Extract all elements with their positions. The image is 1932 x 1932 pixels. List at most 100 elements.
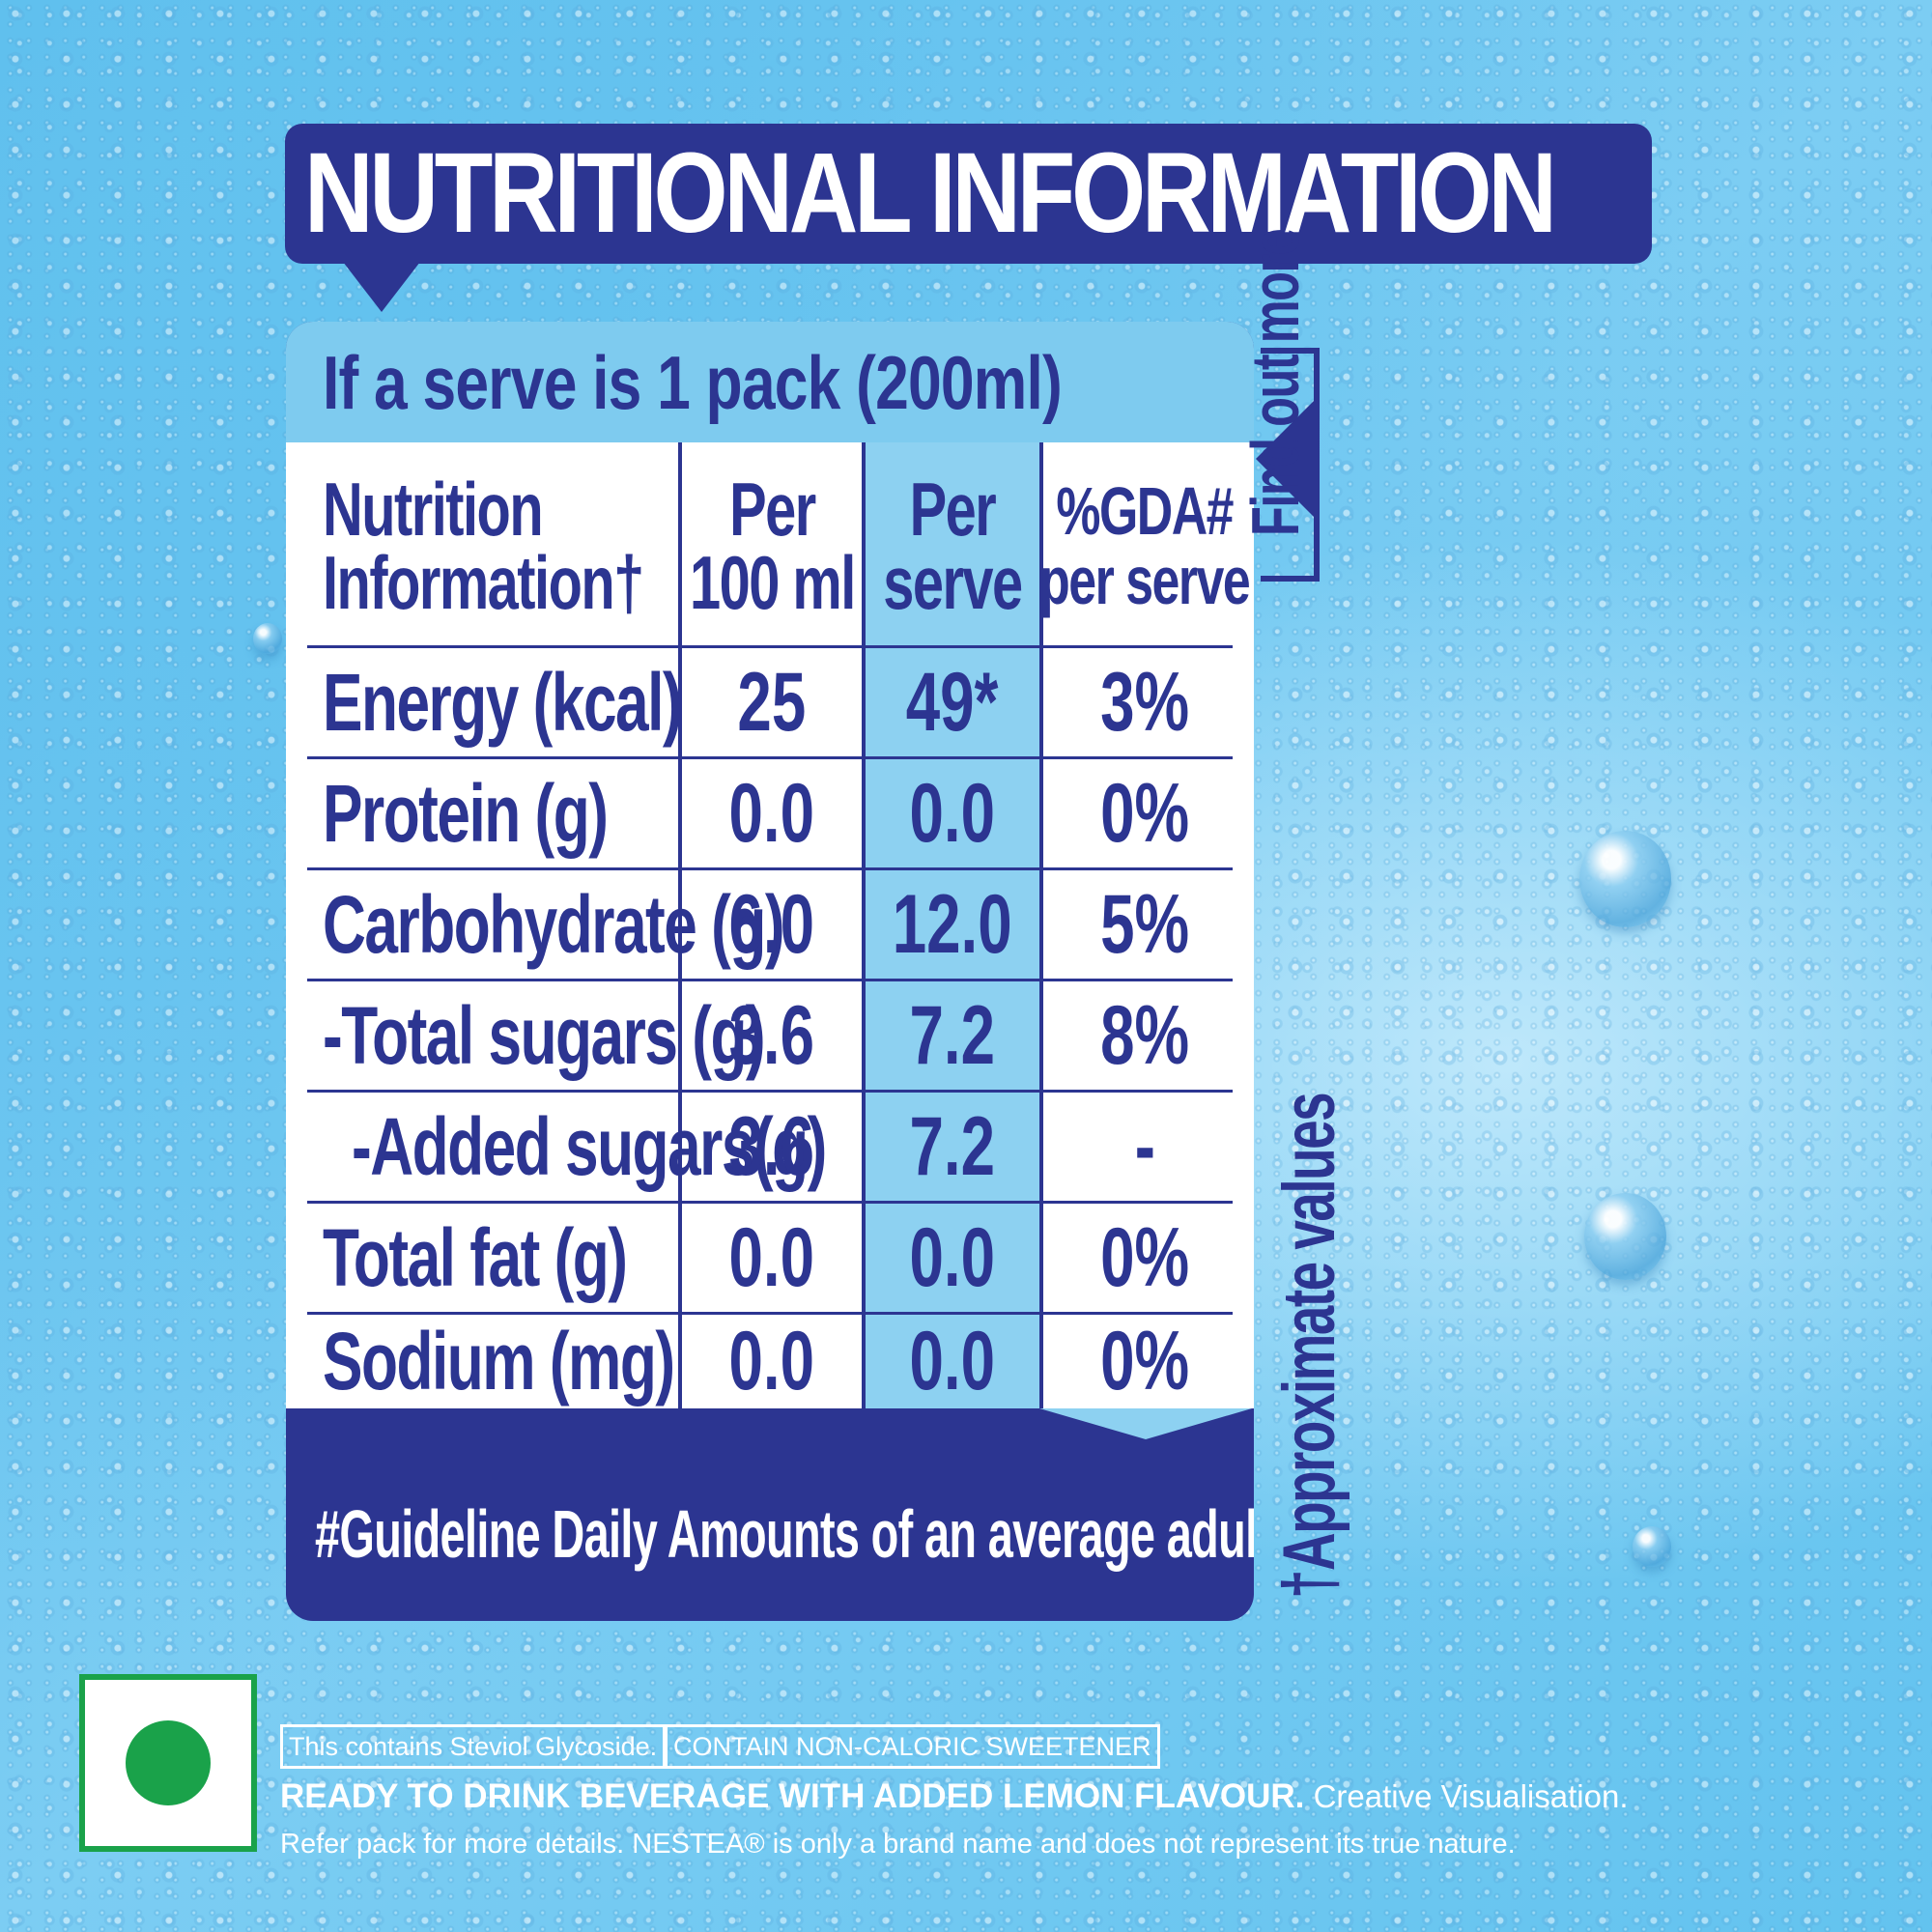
value-gda: 3%	[1043, 648, 1246, 756]
row-divider	[307, 1090, 1233, 1093]
value-text: 0%	[1100, 1315, 1189, 1407]
nutrient-name-text: Energy (kcal)	[323, 656, 683, 748]
veg-dot	[126, 1720, 211, 1805]
value-text: 7.2	[909, 1099, 996, 1193]
column-divider	[678, 442, 682, 1408]
find-out-more-label: Find out more	[1237, 229, 1313, 536]
value-per-100ml: 0.0	[682, 1204, 862, 1312]
left-arrow-icon	[1256, 401, 1314, 517]
value-per-100ml: 3.6	[682, 1093, 862, 1201]
nutrient-name-text: Sodium (mg)	[323, 1316, 675, 1406]
value-gda: -	[1043, 1093, 1246, 1201]
header-per-serve-line2: serve	[883, 540, 1023, 625]
value-gda: 8%	[1043, 981, 1246, 1090]
row-divider	[307, 1201, 1233, 1204]
nutrient-name-text: -Total sugars (g)	[323, 989, 766, 1081]
value-text: 12.0	[893, 877, 1012, 971]
value-text: 0%	[1100, 1210, 1189, 1304]
value-per-serve: 12.0	[866, 870, 1039, 979]
nutrition-table: Nutrition Information† Per 100 ml Per se…	[286, 442, 1254, 1408]
title-pointer	[343, 262, 420, 312]
nutrient-name: Sodium (mg)	[323, 1315, 680, 1408]
value-gda: 0%	[1043, 1204, 1246, 1312]
value-text: 5%	[1100, 877, 1189, 971]
value-per-100ml: 0.0	[682, 759, 862, 867]
value-text: 3%	[1100, 655, 1189, 749]
value-text: 3.6	[728, 1099, 815, 1193]
value-per-serve: 0.0	[866, 1315, 1039, 1408]
value-text: 3.6	[728, 988, 815, 1082]
approximate-values-note: †Approximate values	[1267, 896, 1351, 1599]
water-drop	[1579, 831, 1671, 927]
header-gda: %GDA# per serve	[1039, 454, 1251, 638]
header-nutrient: Nutrition Information†	[323, 454, 680, 638]
sweetener-tag: CONTAIN NON-CALORIC SWEETENER	[665, 1724, 1160, 1769]
steviol-tag: This contains Steviol Glycoside.	[280, 1724, 667, 1769]
value-text: 0.0	[909, 1210, 996, 1304]
value-per-serve: 7.2	[866, 1093, 1039, 1201]
nutrient-name-text: Protein (g)	[323, 767, 609, 859]
value-text: 7.2	[909, 988, 996, 1082]
value-text: 0.0	[909, 766, 996, 860]
nutrient-name-text: Total fat (g)	[323, 1211, 628, 1303]
water-drop	[1584, 1193, 1666, 1280]
brand-disclaimer: Refer pack for more details. NESTEA® is …	[280, 1829, 1516, 1860]
value-per-100ml: 3.6	[682, 981, 862, 1090]
approximate-values-label: †Approximate values	[1268, 1093, 1350, 1599]
nutrient-name: Carbohydrate (g)	[323, 870, 785, 979]
nutrient-name: Protein (g)	[323, 759, 680, 867]
value-gda: 0%	[1043, 759, 1246, 867]
value-text: -	[1134, 1099, 1155, 1193]
value-text: 49*	[906, 655, 999, 749]
column-divider	[862, 442, 866, 1408]
value-per-100ml: 6.0	[682, 870, 862, 979]
row-divider	[307, 756, 1233, 759]
per-serve-column-highlight	[864, 442, 1039, 1408]
nutrient-name-text: Carbohydrate (g)	[323, 878, 785, 970]
value-text: 0%	[1100, 766, 1189, 860]
header-gda-line2: per serve	[1039, 543, 1251, 618]
value-text: 8%	[1100, 988, 1189, 1082]
nutrition-panel: If a serve is 1 pack (200ml) Nutrition I…	[286, 322, 1254, 1621]
value-gda: 0%	[1043, 1315, 1246, 1408]
column-divider	[1039, 442, 1043, 1408]
row-divider	[307, 979, 1233, 981]
water-drop	[253, 623, 282, 654]
value-text: 0.0	[728, 1315, 815, 1407]
find-more-bracket	[1261, 348, 1320, 582]
header-per-serve: Per serve	[866, 454, 1039, 638]
value-text: 25	[737, 655, 807, 749]
header-nutrient-line2: Information†	[323, 540, 644, 625]
value-text: 0.0	[909, 1315, 996, 1407]
nutrient-name-text: -Added sugars(g)	[352, 1100, 827, 1192]
product-description-rest: Creative Visualisation.	[1304, 1778, 1629, 1814]
header-per-serve-line1: Per	[909, 467, 997, 552]
value-per-serve: 0.0	[866, 759, 1039, 867]
nutrient-name: -Total sugars (g)	[323, 981, 766, 1090]
find-out-more-text: Find out more	[1236, 110, 1314, 536]
value-per-100ml: 0.0	[682, 1315, 862, 1408]
water-drop	[1633, 1526, 1671, 1567]
value-per-100ml: 25	[682, 648, 862, 756]
product-description: READY TO DRINK BEVERAGE WITH ADDED LEMON…	[280, 1777, 1628, 1816]
product-description-bold: READY TO DRINK BEVERAGE WITH ADDED LEMON…	[280, 1777, 1305, 1815]
value-per-serve: 49*	[866, 648, 1039, 756]
serve-size-text: If a serve is 1 pack (200ml)	[323, 340, 1063, 425]
nutrient-name: Total fat (g)	[323, 1204, 680, 1312]
serve-header: If a serve is 1 pack (200ml)	[286, 322, 1254, 442]
per-serve-notch	[1039, 1408, 1252, 1439]
row-divider	[307, 1312, 1233, 1315]
value-text: 0.0	[728, 1210, 815, 1304]
header-per-100ml-line1: Per	[728, 467, 816, 552]
nutrient-name: -Added sugars(g)	[352, 1093, 827, 1201]
header-per-100ml: Per 100 ml	[682, 454, 862, 638]
value-per-serve: 0.0	[866, 1204, 1039, 1312]
page-title: NUTRITIONAL INFORMATION	[304, 129, 1557, 257]
gda-footnote: #Guideline Daily Amounts of an average a…	[315, 1496, 1254, 1572]
header-per-100ml-line2: 100 ml	[689, 540, 856, 625]
title-banner: NUTRITIONAL INFORMATION	[285, 124, 1652, 312]
row-divider	[307, 867, 1233, 870]
header-gda-line1: %GDA#	[1056, 473, 1235, 549]
value-text: 0.0	[728, 766, 815, 860]
value-text: 6.0	[728, 877, 815, 971]
